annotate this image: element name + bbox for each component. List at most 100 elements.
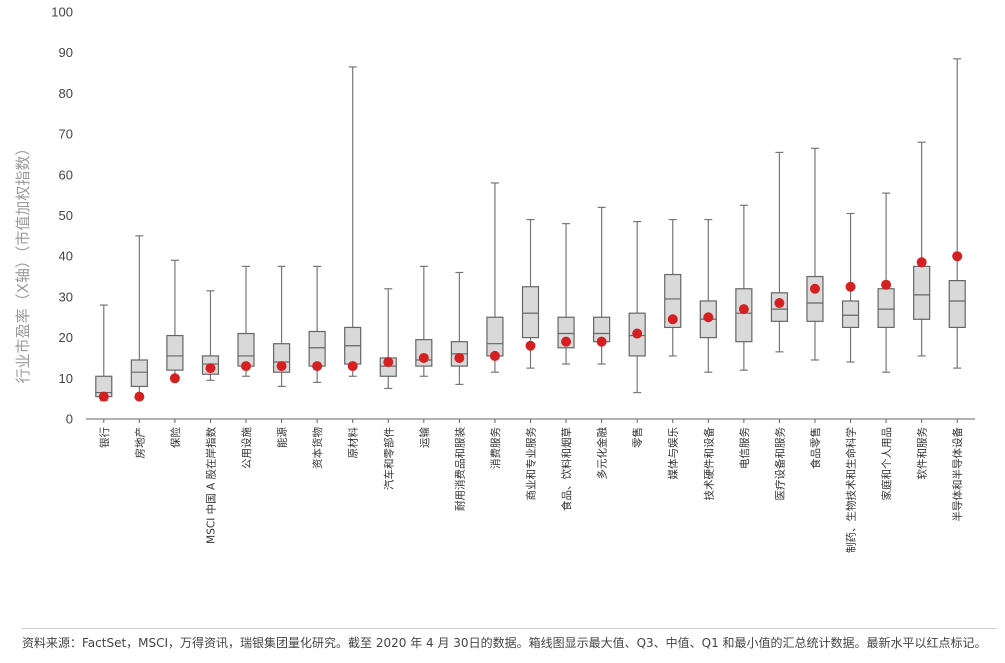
box xyxy=(735,288,753,343)
x-tick-label: 医疗设备和服务 xyxy=(773,427,786,501)
latest-marker xyxy=(667,314,678,325)
y-tick-label: 70 xyxy=(59,127,73,142)
box-group xyxy=(486,182,504,373)
box-group xyxy=(699,218,717,373)
latest-marker xyxy=(809,283,820,294)
y-tick-label: 20 xyxy=(59,330,73,345)
x-tick-label: 多元化金融 xyxy=(596,427,609,480)
x-tick-label: 食品、饮料和烟草 xyxy=(560,427,573,511)
box xyxy=(806,275,824,322)
latest-marker xyxy=(241,361,252,372)
latest-marker xyxy=(738,304,749,315)
source-note: 资料来源：FactSet，MSCI，万得资讯，瑞银集团量化研究。截至 2020 … xyxy=(22,636,987,650)
latest-marker xyxy=(169,373,180,384)
box-group xyxy=(379,288,397,390)
x-tick-label: 公用设施 xyxy=(240,427,253,469)
box-group xyxy=(948,58,966,369)
latest-marker xyxy=(774,298,785,309)
x-tick-label: 消费服务 xyxy=(489,427,502,469)
box-group xyxy=(272,265,291,388)
y-tick-label: 40 xyxy=(59,249,73,264)
box xyxy=(948,280,966,329)
y-tick-label: 30 xyxy=(59,289,73,304)
box-group xyxy=(841,212,860,363)
x-tick-label: 半导体和半导体设备 xyxy=(951,427,964,522)
box xyxy=(913,265,931,320)
x-tick-label: 电信服务 xyxy=(738,427,751,469)
x-tick-label: 保险 xyxy=(169,427,182,448)
latest-marker xyxy=(205,363,216,374)
x-tick-label: 软件和服务 xyxy=(916,427,929,480)
latest-marker xyxy=(952,251,963,262)
box xyxy=(308,330,326,367)
y-tick-label: 80 xyxy=(59,86,73,101)
y-tick-label: 50 xyxy=(59,208,73,223)
box-group xyxy=(735,204,753,371)
box xyxy=(841,300,860,329)
latest-marker xyxy=(489,350,500,361)
box-group xyxy=(130,235,148,402)
x-tick-label: 资本货物 xyxy=(311,427,324,469)
box xyxy=(521,286,540,339)
x-axis: 银行 房地产 保险 MSCI 中国 A 股在岸指数 公用设施 能源 资本货物 原材料 汽车和零部… xyxy=(86,418,975,553)
x-tick-label: 媒体与娱乐 xyxy=(667,427,680,480)
box xyxy=(877,288,895,329)
box-group xyxy=(237,265,255,377)
box-group xyxy=(415,265,433,377)
box-group xyxy=(344,66,362,377)
x-tick-label: 能源 xyxy=(276,427,289,448)
latest-marker xyxy=(312,361,323,372)
box xyxy=(166,334,184,371)
x-tick-label: 食品零售 xyxy=(809,427,822,469)
box-group xyxy=(664,218,682,357)
box-group xyxy=(628,221,646,394)
latest-marker xyxy=(596,336,607,347)
y-tick-label: 0 xyxy=(66,412,73,427)
latest-marker xyxy=(703,312,714,323)
x-tick-label: 零售 xyxy=(631,427,644,448)
latest-marker xyxy=(383,357,394,368)
box-group xyxy=(308,265,326,383)
box-group xyxy=(913,141,931,357)
box-group xyxy=(450,271,468,386)
footer-divider xyxy=(22,628,997,629)
box-group xyxy=(95,304,113,402)
y-tick-label: 60 xyxy=(59,167,73,182)
x-tick-label: 家庭和个人用品 xyxy=(880,427,893,501)
box-group xyxy=(770,151,789,353)
box-group xyxy=(166,259,184,384)
box xyxy=(130,359,148,388)
box-group xyxy=(557,223,575,365)
box-group xyxy=(521,218,540,369)
latest-marker xyxy=(561,336,572,347)
y-tick-label: 90 xyxy=(59,45,73,60)
latest-marker xyxy=(276,361,287,372)
box-group xyxy=(806,147,824,361)
latest-marker xyxy=(347,361,358,372)
x-tick-label: 房地产 xyxy=(133,427,146,459)
x-tick-label: 制药、生物技术和生命科学 xyxy=(845,427,858,553)
latest-marker xyxy=(418,352,429,363)
y-tick-label: 10 xyxy=(59,371,73,386)
x-tick-label: 汽车和零部件 xyxy=(382,427,395,490)
latest-marker xyxy=(454,352,465,363)
y-axis: 0 10 20 30 40 50 60 70 80 90 100 xyxy=(51,5,73,427)
latest-marker xyxy=(98,391,109,402)
latest-marker xyxy=(525,340,536,351)
x-tick-label: MSCI 中国 A 股在岸指数 xyxy=(204,427,217,544)
latest-marker xyxy=(845,281,856,292)
x-tick-label: 原材料 xyxy=(347,427,360,459)
latest-marker xyxy=(916,257,927,268)
y-tick-label: 100 xyxy=(51,5,73,20)
x-tick-label: 耐用消费品和服装 xyxy=(453,427,466,511)
box xyxy=(664,273,682,329)
plot-area xyxy=(95,58,966,402)
latest-marker xyxy=(632,328,643,339)
x-tick-label: 运输 xyxy=(418,427,431,448)
x-tick-label: 商业和专业服务 xyxy=(525,427,538,501)
x-tick-label: 技术硬件和设备 xyxy=(702,427,715,501)
box-group xyxy=(201,290,220,381)
box xyxy=(486,316,504,357)
latest-marker xyxy=(881,279,892,290)
